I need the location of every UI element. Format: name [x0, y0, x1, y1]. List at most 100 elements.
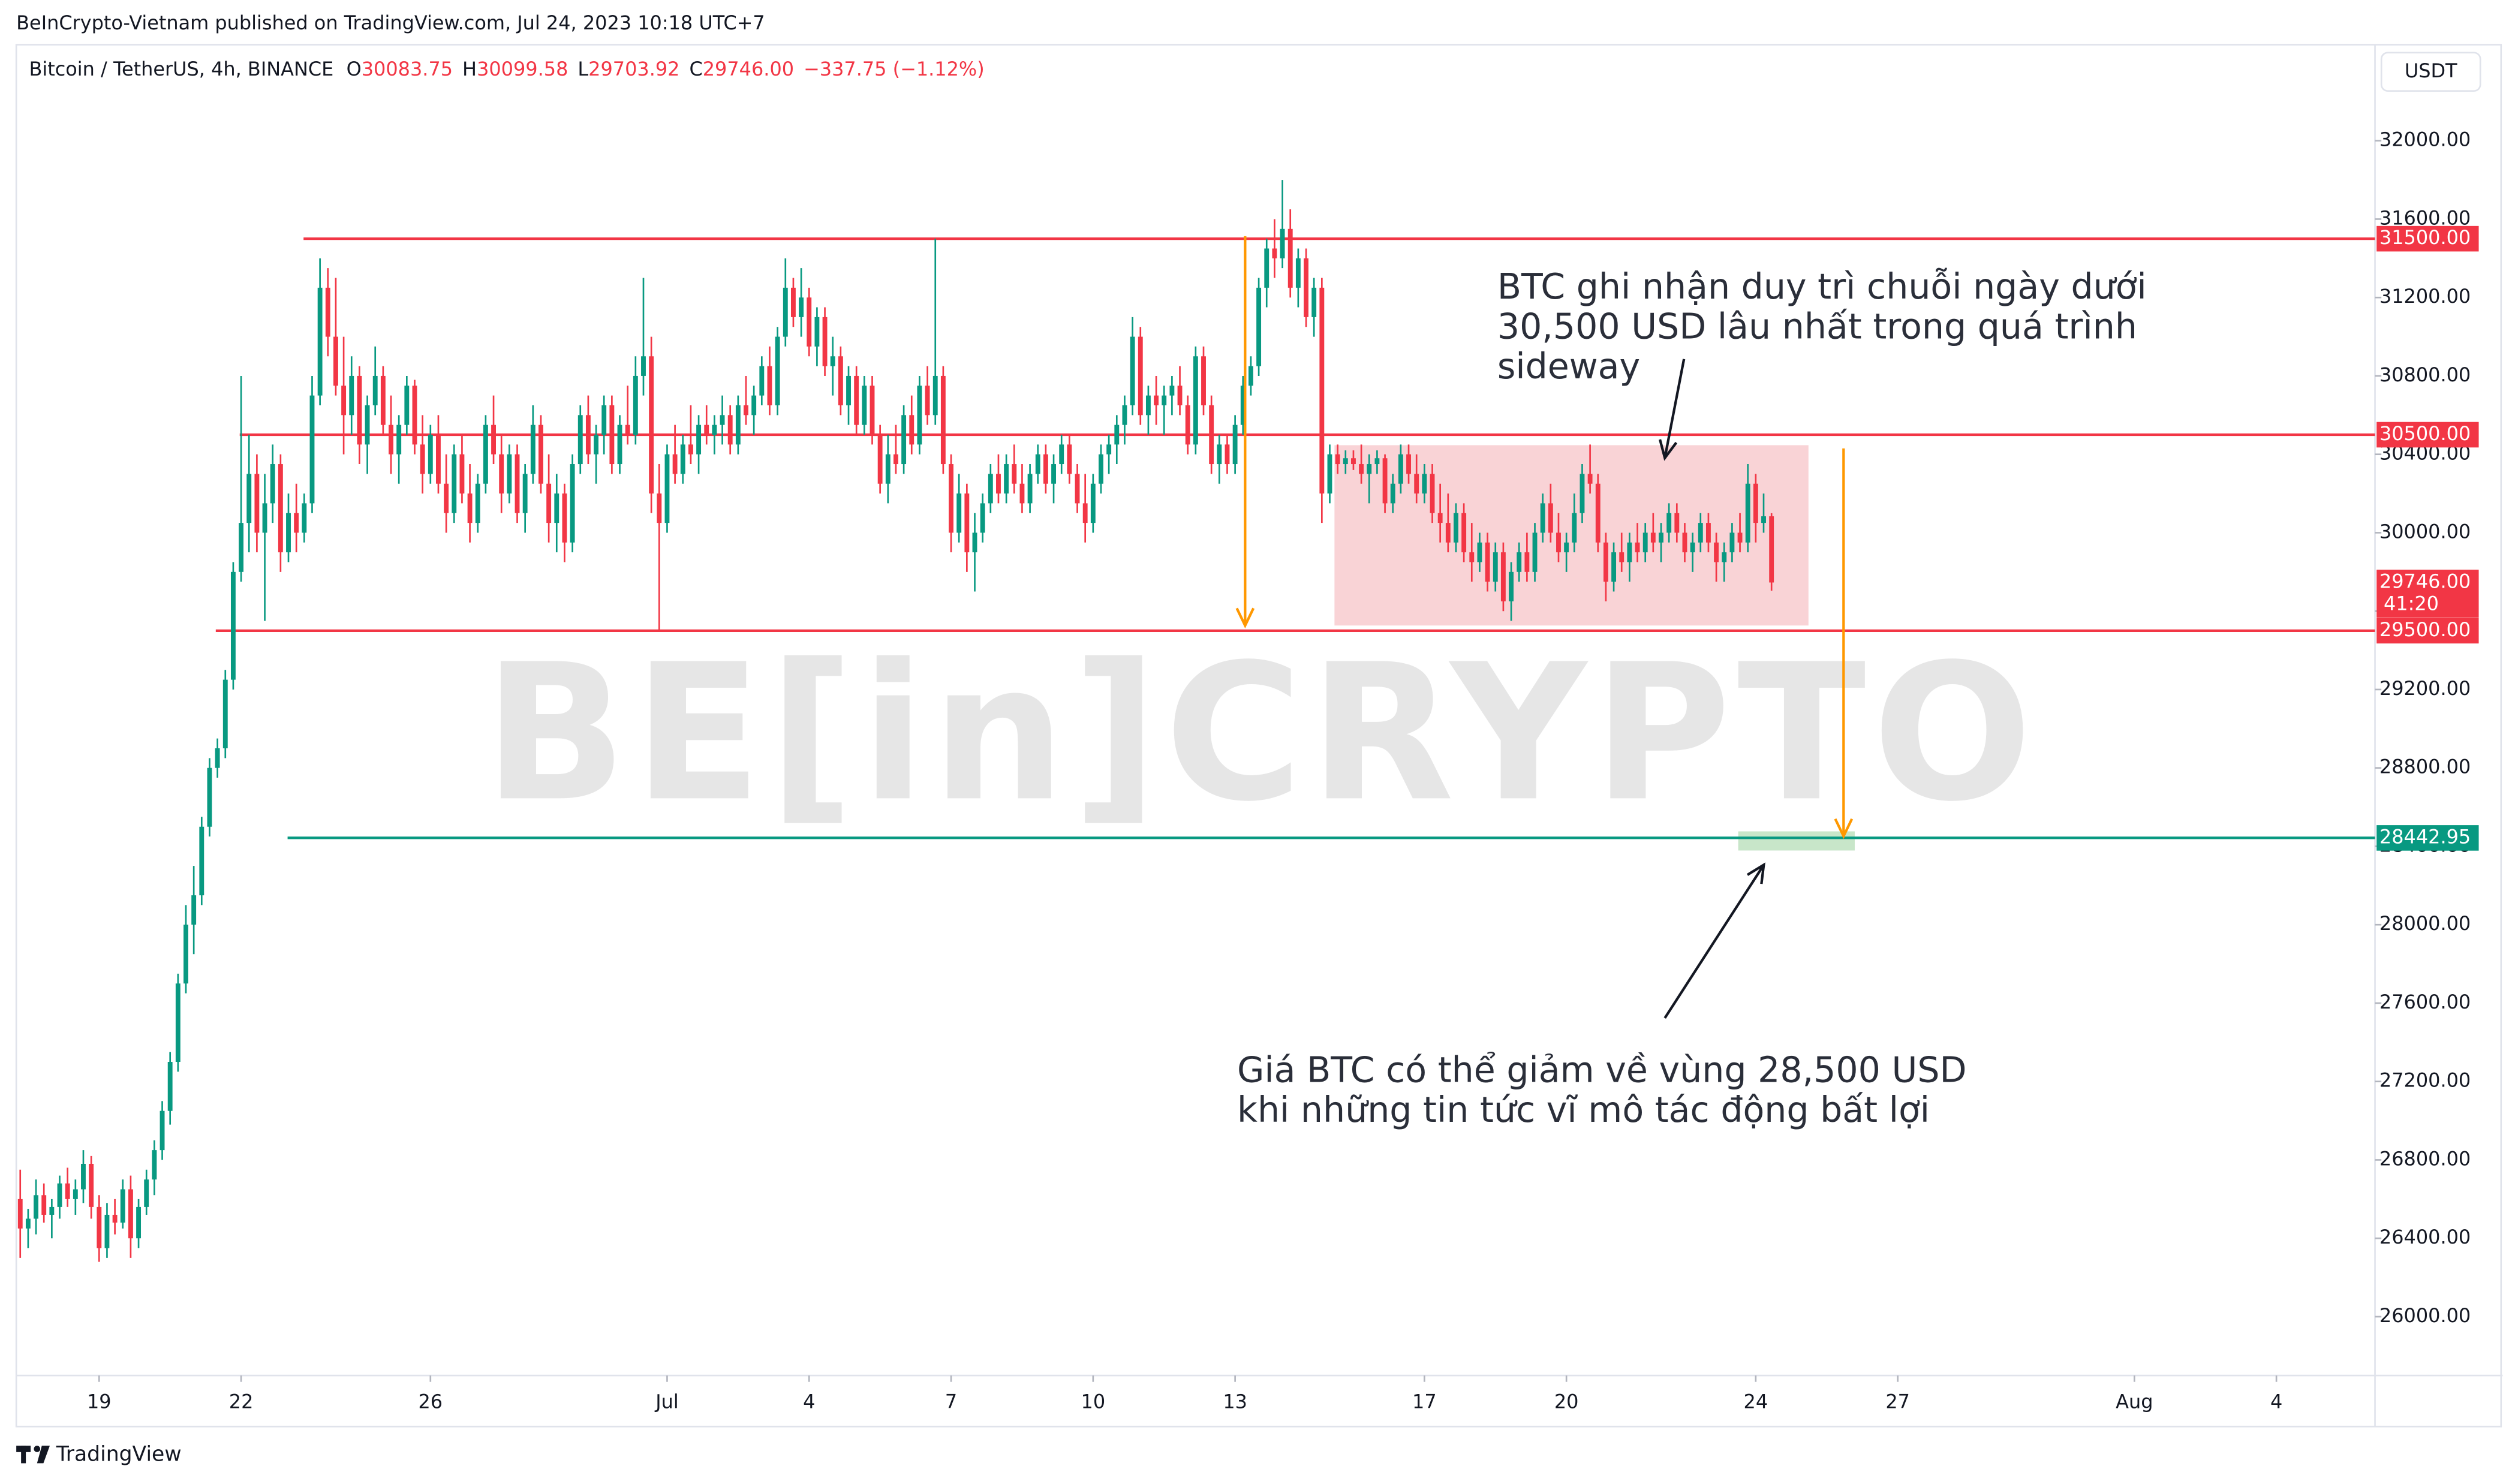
candle-body	[1698, 523, 1703, 543]
annotation-text: Giá BTC có thể giảm về vùng 28,500 USD	[1237, 1049, 1967, 1090]
candle-body	[294, 513, 299, 533]
candle-body	[1532, 532, 1538, 572]
candle-body	[41, 1195, 47, 1215]
candle-body	[286, 513, 291, 553]
candle-body	[1051, 464, 1057, 484]
candle-body	[420, 444, 425, 474]
candle-body	[846, 375, 851, 405]
candle-body	[799, 297, 804, 317]
candle-body	[1500, 552, 1506, 601]
candle-body	[577, 415, 583, 465]
candle-body	[1193, 356, 1198, 445]
candle-body	[215, 748, 220, 768]
candle-body	[1524, 552, 1530, 572]
candle-body	[1714, 542, 1719, 562]
candle-body	[932, 375, 938, 416]
candle-body	[404, 386, 410, 425]
candle-body	[751, 395, 757, 416]
candle-body	[1493, 552, 1498, 582]
x-tick-label: 4	[2270, 1390, 2282, 1413]
level-label-bg	[2376, 422, 2479, 448]
candle-body	[696, 425, 702, 454]
candle-body	[175, 983, 180, 1062]
x-tick-label: 27	[1885, 1390, 1910, 1413]
candle-body	[790, 287, 796, 317]
candle-body	[1099, 454, 1103, 484]
candle-body	[735, 405, 741, 445]
candle-body	[1082, 503, 1088, 523]
y-tick-label: 31600.00	[2379, 206, 2471, 229]
candle-body	[1461, 513, 1467, 553]
y-tick-label: 29200.00	[2379, 677, 2471, 700]
candle-body	[349, 375, 354, 416]
y-tick-label: 31200.00	[2379, 285, 2471, 308]
candle-body	[1359, 464, 1364, 474]
candle-body	[1642, 532, 1648, 553]
candle-body	[807, 297, 812, 347]
candle-body	[1240, 386, 1246, 425]
currency-button[interactable]	[2380, 52, 2481, 92]
candle-body	[1509, 571, 1514, 601]
candle-body	[1327, 454, 1332, 494]
candle-body	[1572, 513, 1577, 543]
candle-body	[246, 474, 252, 523]
candle-body	[1603, 542, 1608, 582]
level-label: 30500.00	[2379, 422, 2471, 445]
x-tick-label: 24	[1744, 1390, 1768, 1413]
candle-body	[1035, 454, 1040, 474]
candle-body	[57, 1183, 62, 1207]
header-part: −337.75 (−1.12%)	[804, 58, 985, 80]
currency-label[interactable]: USDT	[2405, 59, 2457, 82]
candle-body	[380, 375, 386, 425]
candle-body	[1705, 523, 1711, 543]
candle-body	[136, 1206, 142, 1239]
candle-body	[1398, 454, 1403, 484]
candle-body	[1627, 542, 1632, 562]
candle-body	[949, 464, 953, 533]
candle-body	[499, 454, 504, 494]
candle-body	[262, 503, 267, 533]
candle-body	[341, 386, 347, 416]
candle-body	[207, 767, 212, 827]
candle-body	[1351, 458, 1356, 465]
candle-body	[1517, 552, 1522, 572]
candle-body	[759, 366, 765, 396]
candle-body	[459, 454, 465, 494]
candle-body	[1162, 395, 1167, 405]
candle-body	[901, 415, 907, 465]
y-tick-label: 27600.00	[2379, 991, 2471, 1013]
candle-body	[1595, 483, 1601, 543]
candle-body	[365, 405, 370, 445]
candle-body	[1556, 532, 1561, 553]
candle-body	[112, 1214, 118, 1223]
header-part: 29746.00	[703, 58, 794, 80]
x-tick-label: 26	[418, 1390, 443, 1413]
bar-countdown: 41:20	[2384, 592, 2439, 615]
level-label: 31500.00	[2379, 226, 2471, 249]
annotation-text: khi những tin tức vĩ mô tác động bất lợi	[1237, 1089, 1930, 1130]
candle-body	[104, 1214, 110, 1248]
candle-body	[625, 425, 630, 435]
candle-body	[617, 425, 622, 465]
candle-body	[1753, 483, 1758, 523]
candle-body	[870, 386, 875, 435]
candle-body	[1272, 248, 1277, 258]
pointer-arrow-head	[1746, 862, 1765, 884]
x-tick-label: 4	[803, 1390, 815, 1413]
x-tick-label: Aug	[2116, 1390, 2153, 1413]
candle-body	[1225, 444, 1230, 465]
candle-body	[704, 425, 709, 435]
candle-body	[1304, 258, 1308, 317]
candle-body	[720, 415, 725, 425]
y-tick-label: 30800.00	[2379, 363, 2471, 386]
candle-body	[436, 435, 441, 484]
candle-body	[1248, 366, 1253, 386]
x-tick-label: 20	[1554, 1390, 1579, 1413]
candle-body	[357, 375, 362, 445]
candle-body	[649, 356, 654, 494]
candle-body	[1019, 483, 1025, 504]
candle-body	[1390, 483, 1395, 504]
x-tick-label: 17	[1412, 1390, 1437, 1413]
target-zone	[1738, 831, 1855, 851]
